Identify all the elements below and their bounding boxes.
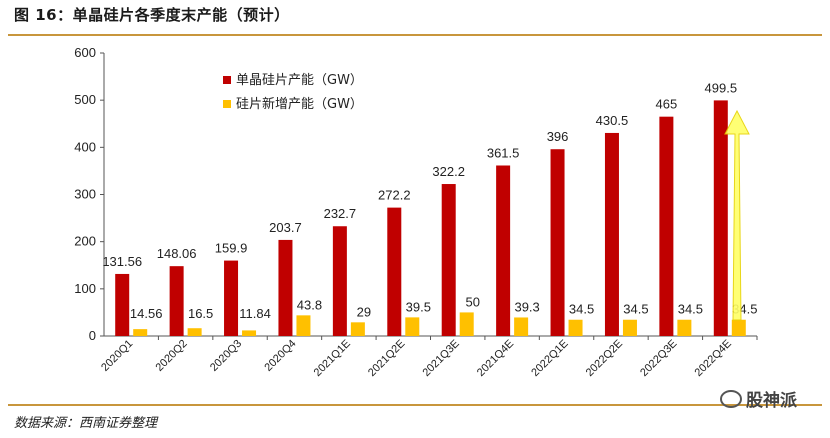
data-label-series1: 203.7 — [269, 220, 302, 235]
bar-series1 — [169, 266, 184, 336]
watermark: 股神派 — [720, 386, 797, 411]
figure-title: 图 16：单晶硅片各季度末产能（预计） — [14, 6, 290, 24]
bar-series2 — [622, 319, 637, 336]
bar-series2 — [731, 319, 746, 336]
data-label-series1: 499.5 — [705, 80, 738, 95]
annotation-arrow — [724, 109, 750, 321]
bar-series2 — [677, 319, 692, 336]
bar-series2 — [405, 317, 420, 336]
y-tick-label: 200 — [74, 234, 96, 249]
bar-series1 — [604, 132, 619, 336]
y-tick-label: 400 — [74, 139, 96, 154]
bar-series2 — [133, 329, 148, 336]
data-label-series1: 361.5 — [487, 145, 520, 160]
bar-series2 — [514, 317, 529, 336]
bar-series2 — [350, 322, 365, 336]
data-label-series2: 34.5 — [569, 302, 594, 317]
bar-series2 — [187, 328, 202, 336]
data-label-series2: 11.84 — [239, 306, 271, 321]
data-label-series1: 396 — [547, 129, 569, 144]
bar-series1 — [224, 260, 239, 336]
x-tick-label: 2021Q2E — [366, 338, 407, 379]
data-label-series2: 16.5 — [188, 306, 213, 321]
x-tick-label: 2022Q1E — [529, 338, 570, 379]
data-label-series2: 39.3 — [514, 299, 539, 314]
bar-series1 — [550, 149, 565, 336]
data-label-series2: 39.5 — [406, 299, 431, 314]
legend-swatch-series1 — [223, 76, 231, 84]
legend-label-series2: 硅片新增产能（GW） — [236, 96, 363, 112]
bar-series2 — [296, 315, 311, 336]
bar-series2 — [568, 319, 583, 336]
x-tick-label: 2020Q3 — [208, 338, 244, 374]
watermark-text: 股神派 — [746, 391, 797, 411]
data-label-series2: 14.56 — [130, 306, 163, 321]
legend-swatch-series2 — [223, 100, 231, 108]
data-label-series1: 148.06 — [157, 246, 197, 261]
data-label-series1: 322.2 — [432, 164, 465, 179]
top-divider — [8, 34, 822, 36]
data-label-series1: 232.7 — [324, 206, 357, 221]
bar-series2 — [459, 312, 474, 336]
y-tick-label: 300 — [74, 187, 96, 202]
bar-series2 — [242, 330, 257, 336]
data-label-series2: 50 — [465, 294, 479, 309]
bar-series1 — [713, 100, 728, 336]
y-tick-label: 0 — [89, 328, 96, 343]
x-tick-label: 2022Q2E — [584, 338, 625, 379]
data-label-series1: 131.56 — [102, 254, 142, 269]
bar-series1 — [115, 273, 130, 336]
x-tick-label: 2022Q3E — [638, 338, 679, 379]
y-tick-label: 100 — [74, 281, 96, 296]
wechat-icon — [720, 389, 742, 408]
bar-series1 — [441, 184, 456, 336]
x-tick-label: 2021Q3E — [420, 338, 461, 379]
data-label-series1: 272.2 — [378, 188, 411, 203]
data-label-series1: 465 — [656, 97, 678, 112]
bar-series1 — [278, 239, 293, 336]
data-source-note: 数据来源：西南证券整理 — [14, 416, 158, 431]
x-tick-label: 2020Q2 — [154, 338, 190, 374]
bottom-divider — [8, 404, 822, 406]
data-label-series2: 34.5 — [678, 302, 703, 317]
legend-label-series1: 单晶硅片产能（GW） — [236, 73, 363, 88]
data-label-series1: 159.9 — [215, 241, 248, 256]
bar-series1 — [659, 116, 674, 336]
bar-series1 — [332, 226, 347, 336]
x-tick-label: 2020Q4 — [262, 338, 298, 374]
x-tick-label: 2020Q1 — [99, 338, 135, 374]
bar-series1 — [496, 165, 511, 336]
x-tick-label: 2021Q1E — [312, 338, 353, 379]
bar-series1 — [387, 207, 402, 336]
x-tick-label: 2022Q4E — [693, 338, 734, 379]
y-tick-label: 500 — [74, 92, 96, 107]
data-label-series1: 430.5 — [596, 113, 629, 128]
data-label-series2: 34.5 — [623, 302, 648, 317]
data-label-series2: 43.8 — [297, 297, 322, 312]
y-tick-label: 600 — [74, 45, 96, 60]
data-label-series2: 29 — [357, 304, 371, 319]
x-tick-label: 2021Q4E — [475, 338, 516, 379]
